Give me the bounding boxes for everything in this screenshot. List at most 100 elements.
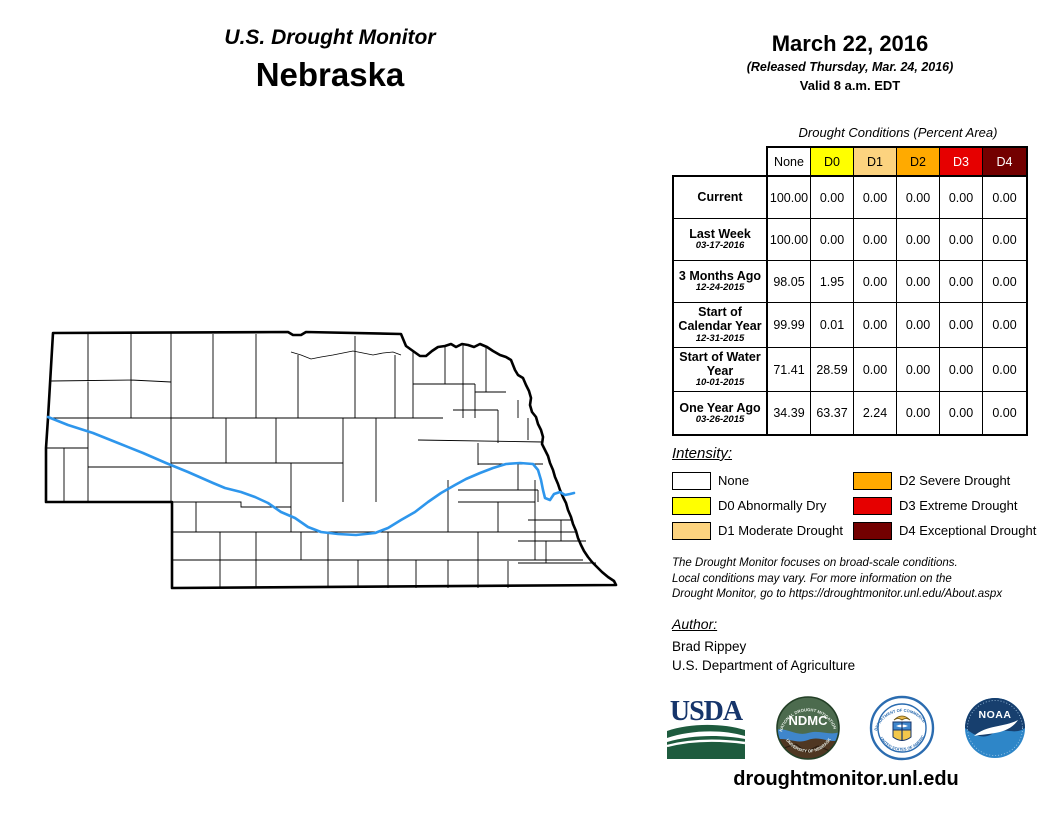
value-cell: 0.00 [940, 219, 983, 261]
row-date-label: 12-24-2015 [695, 282, 745, 294]
value-cell: 0.00 [983, 177, 1026, 219]
value-cell: 0.00 [854, 219, 897, 261]
value-cell: 0.00 [811, 177, 854, 219]
value-cell: 0.00 [983, 348, 1026, 393]
column-header-d4: D4 [983, 148, 1026, 175]
column-header-d0: D0 [811, 148, 854, 175]
row-label: 3 Months Ago 12-24-2015 [674, 261, 768, 303]
row-date-label: 12-31-2015 [695, 332, 745, 344]
legend-label: None [718, 473, 750, 488]
row-date-label: 03-26-2015 [695, 414, 745, 426]
row-label: Start of Water Year 10-01-2015 [674, 347, 768, 393]
value-cell: 34.39 [768, 392, 811, 435]
intensity-heading: Intensity: [672, 445, 733, 462]
state-outline [44, 330, 618, 590]
value-cell: 0.00 [897, 177, 940, 219]
disclaimer-line: Local conditions may vary. For more info… [672, 572, 952, 585]
legend-item: None [672, 468, 853, 493]
svg-text:NOAA: NOAA [979, 709, 1012, 721]
value-cell: 100.00 [768, 177, 811, 219]
release-date: (Released Thursday, Mar. 24, 2016) [746, 60, 954, 74]
row-period-label: Last Week [689, 226, 751, 241]
platte-river [46, 415, 576, 537]
value-cell: 0.00 [854, 261, 897, 303]
disclaimer-text: The Drought Monitor focuses on broad-sca… [672, 556, 1052, 603]
row-label: Start of Calendar Year 12-31-2015 [674, 303, 768, 348]
value-cell: 63.37 [811, 392, 854, 435]
usda-logo: USDA [666, 696, 746, 759]
legend-item: D0 Abnormally Dry [672, 493, 853, 518]
legend-color-swatch [853, 521, 892, 540]
agency-logos: USDA NATIONAL DROUGHT MITIGATION CENTER … [664, 692, 1028, 764]
author-heading: Author: [672, 616, 718, 632]
value-cell: 98.05 [768, 261, 811, 303]
table-header-row: None D0 D1 D2 D3 D4 [766, 146, 1028, 175]
row-period-label: Start of Water Year [679, 349, 761, 379]
value-cell: 0.00 [940, 261, 983, 303]
author-organization: U.S. Department of Agriculture [672, 658, 856, 673]
row-period-label: 3 Months Ago [678, 268, 762, 283]
value-cell: 71.41 [768, 347, 811, 393]
row-period-label: Current [697, 190, 743, 205]
value-cell: 0.00 [811, 219, 854, 261]
row-label: One Year Ago 03-26-2015 [674, 392, 768, 435]
legend-item: D4 Exceptional Drought [853, 518, 1037, 543]
report-title: U.S. Drought Monitor [224, 26, 436, 49]
svg-text:USDA: USDA [670, 696, 744, 727]
value-cell: 0.00 [854, 177, 897, 219]
legend-label: D1 Moderate Drought [718, 523, 844, 538]
value-cell: 2.24 [854, 392, 897, 435]
ndmc-logo: NATIONAL DROUGHT MITIGATION CENTER UNIVE… [774, 694, 840, 760]
value-cell: 100.00 [768, 219, 811, 261]
report-header: U.S. Drought Monitor Nebraska [95, 26, 565, 94]
nebraska-county-map [44, 330, 618, 590]
value-cell: 0.00 [983, 219, 1026, 261]
value-cell: 28.59 [811, 347, 854, 393]
map-date: March 22, 2016 [771, 31, 929, 56]
disclaimer-line: The Drought Monitor focuses on broad-sca… [672, 557, 958, 569]
row-label: Current [674, 177, 768, 219]
row-period-label: One Year Ago [679, 400, 761, 415]
commerce-seal-logo: DEPARTMENT OF COMMERCE UNITED STATES OF … [868, 694, 935, 761]
value-cell: 0.00 [897, 303, 940, 348]
column-header-d1: D1 [854, 148, 897, 175]
value-cell: 0.00 [897, 347, 940, 393]
column-header-d2: D2 [897, 148, 940, 175]
value-cell: 0.00 [897, 261, 940, 303]
value-cell: 0.00 [940, 347, 983, 393]
disclaimer-line: Drought Monitor, go to https://droughtmo… [672, 588, 1003, 601]
legend-color-swatch [853, 471, 892, 490]
value-cell: 0.00 [897, 219, 940, 261]
value-cell: 0.00 [983, 261, 1026, 303]
row-date-label: 03-17-2016 [695, 240, 745, 252]
date-block: March 22, 2016 (Released Thursday, Mar. … [672, 31, 1028, 93]
niobrara-river-line [290, 350, 402, 360]
county-boundaries [46, 333, 596, 588]
noaa-logo: NOAA [965, 698, 1025, 758]
value-cell: 0.00 [992, 406, 1017, 421]
table-body: Current 100.00 0.00 0.00 0.00 0.00 0.00 Last We… [672, 175, 1028, 437]
column-header-none: None [768, 148, 811, 175]
value-cell: 0.00 [940, 303, 983, 348]
value-cell: 0.00 [940, 392, 983, 435]
legend-item: D2 Severe Drought [853, 468, 1034, 493]
legend-label: D2 Severe Drought [899, 473, 1011, 488]
svg-text:NDMC: NDMC [789, 713, 829, 728]
legend-label: D3 Extreme Drought [899, 498, 1018, 513]
value-cell: 0.00 [897, 392, 940, 435]
legend-color-swatch [672, 496, 711, 515]
value-cell: 0.00 [983, 303, 1026, 348]
legend-item: D3 Extreme Drought [853, 493, 1034, 518]
value-cell: 1.95 [811, 261, 854, 303]
state-name: Nebraska [255, 56, 405, 93]
row-period-label: Start of Calendar Year [678, 305, 762, 334]
legend-item: D1 Moderate Drought [672, 518, 853, 543]
website-url: droughtmonitor.unl.edu [733, 768, 959, 790]
legend-label: D4 Exceptional Drought [899, 523, 1037, 538]
value-cell: 0.01 [811, 303, 854, 348]
drought-conditions-table: None D0 D1 D2 D3 D4 Current 100.00 0.00 0.00 0.00… [672, 146, 1028, 437]
value-cell: 99.99 [768, 303, 811, 348]
legend-label: D0 Abnormally Dry [718, 498, 827, 513]
row-label: Last Week 03-17-2016 [674, 219, 768, 261]
